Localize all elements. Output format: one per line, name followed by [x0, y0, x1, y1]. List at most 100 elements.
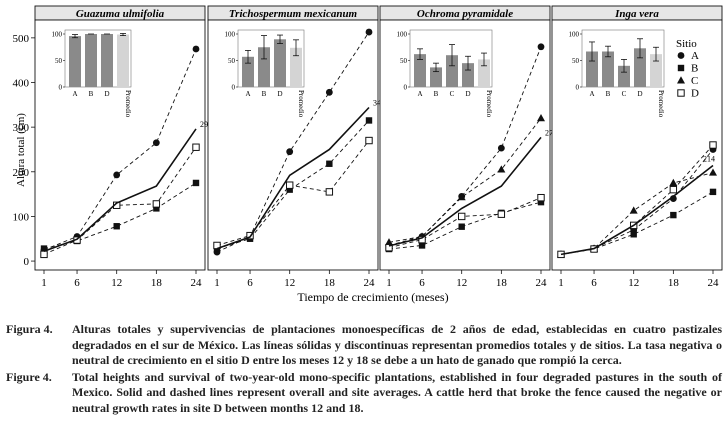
inset-category-label: C — [622, 90, 627, 98]
marker-open-square — [709, 141, 717, 149]
panels: Guazuma ulmifolia 296 0 50 100 A B D Promedio Tri… — [34, 5, 723, 271]
survival-bar — [586, 51, 598, 87]
x-tick-label: 18 — [324, 277, 336, 289]
marker-square — [365, 117, 373, 124]
inset-category-label: A — [417, 90, 422, 98]
inset-category-label: Promedio — [485, 90, 493, 118]
average-end-label: 214 — [703, 155, 715, 164]
y-tick-label: 0 — [24, 256, 30, 268]
average-end-label: 296 — [200, 120, 212, 129]
legend-entry-d: D — [677, 88, 699, 100]
marker-triangle — [629, 206, 638, 214]
survival-bar — [602, 51, 614, 87]
caption-label: Figure 4. — [6, 369, 52, 384]
x-tick-label: 6 — [247, 277, 253, 289]
inset-y-tick-label: 0 — [404, 84, 408, 92]
series-line-site-d — [43, 146, 197, 255]
survival-inset: 0 50 100 A B D Promedio — [225, 29, 305, 118]
inset-y-tick-label: 0 — [576, 84, 580, 92]
inset-category-label: Promedio — [657, 90, 665, 118]
y-tick-label: 200 — [13, 167, 30, 179]
x-tick-label: 18 — [496, 277, 508, 289]
x-tick-label: 12 — [284, 277, 295, 289]
marker-open-square — [152, 200, 161, 208]
panel-title: Trichospermum mexicanum — [229, 8, 358, 20]
marker-triangle — [497, 165, 506, 173]
series-line-promedio — [216, 106, 370, 250]
average-end-label: 344 — [373, 99, 385, 108]
x-tick-label: 1 — [41, 277, 47, 289]
y-tick-label: 400 — [13, 78, 30, 90]
x-axis-label: Tiempo de crecimiento (meses) — [297, 290, 448, 304]
marker-open-square — [457, 212, 466, 221]
legend-label: A — [691, 50, 699, 62]
survival-bar — [290, 47, 302, 87]
marker-open-square — [418, 235, 426, 244]
survival-bar — [446, 55, 458, 87]
marker-circle — [113, 171, 121, 179]
survival-inset: 0 50 100 A B D Promedio — [52, 29, 132, 118]
x-tick-label: 6 — [74, 277, 80, 289]
marker-open-square — [213, 241, 221, 250]
marker-square — [670, 211, 677, 219]
inset-category-label: A — [589, 90, 594, 98]
series-line-site-c — [388, 117, 542, 243]
marker-square — [418, 242, 426, 249]
marker-circle — [365, 28, 373, 36]
inset-y-tick-label: 0 — [232, 84, 236, 92]
y-tick-label: 100 — [13, 211, 30, 223]
series-line-promedio — [560, 164, 714, 256]
inset-category-label: D — [637, 90, 642, 98]
inset-category-label: B — [606, 90, 611, 98]
series-markers-site-d — [385, 193, 545, 252]
marker-circle — [497, 144, 505, 152]
marker-circle — [325, 88, 333, 96]
legend-label: C — [691, 75, 698, 87]
inset-y-tick-label: 50 — [572, 57, 580, 65]
x-tick-label: 1 — [386, 277, 392, 289]
marker-square — [192, 179, 200, 187]
inset-category-label: B — [89, 90, 94, 98]
survival-bar — [414, 54, 426, 87]
inset-category-label: Promedio — [124, 90, 132, 118]
marker-open-square — [677, 89, 685, 97]
y-axis-ticks: 0 100 200 300 400 500 — [13, 33, 35, 268]
marker-triangle — [385, 238, 393, 246]
survival-bar — [69, 36, 81, 87]
inset-category-label: B — [434, 90, 439, 98]
inset-y-tick-label: 0 — [59, 84, 63, 92]
marker-open-square — [537, 193, 545, 202]
survival-inset: 0 50 100 A B C D Promedio — [569, 29, 665, 118]
marker-triangle — [457, 193, 466, 201]
marker-circle — [537, 43, 545, 51]
caption-spanish: Figura 4. Alturas totales y supervivenci… — [6, 322, 722, 369]
panel-title: Inga vera — [614, 8, 659, 20]
inset-y-tick-label: 50 — [55, 57, 63, 65]
caption-text: Total heights and survival of two-year-o… — [72, 369, 722, 415]
marker-square — [458, 223, 465, 230]
inset-y-tick-label: 100 — [397, 31, 408, 39]
marker-circle — [677, 52, 685, 59]
marker-triangle — [537, 114, 545, 122]
marker-square — [113, 223, 120, 230]
marker-square — [40, 245, 48, 252]
marker-triangle — [669, 178, 678, 186]
panel-title: Guazuma ulmifolia — [76, 8, 165, 20]
inset-category-label: A — [72, 90, 77, 98]
survival-bar — [650, 54, 662, 87]
inset-y-tick-label: 100 — [52, 31, 63, 39]
panel-ochroma-pyramidale: Ochroma pyramidale 277 0 50 100 A B C D Promedio — [379, 5, 557, 271]
y-tick-label: 300 — [13, 122, 30, 134]
x-axis-ticks: 1 6 12 18 24 1 6 12 18 24 1 6 12 18 24 1 6 12 18 24 — [41, 270, 719, 289]
inset-y-tick-label: 50 — [228, 57, 236, 65]
inset-y-tick-label: 50 — [400, 57, 408, 65]
x-tick-label: 24 — [536, 277, 548, 289]
inset-category-label: D — [277, 90, 282, 98]
y-tick-label: 500 — [13, 33, 30, 45]
survival-bar — [242, 56, 254, 87]
caption-label: Figura 4. — [6, 322, 53, 336]
marker-triangle — [677, 76, 685, 84]
survival-bar — [478, 59, 490, 87]
inset-category-label: Promedio — [297, 90, 305, 118]
